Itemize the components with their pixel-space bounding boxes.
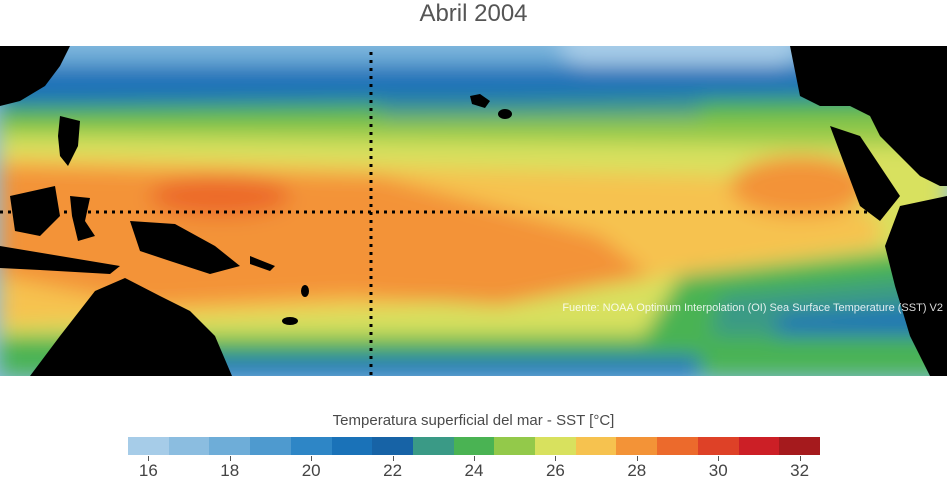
tick-label-28: 28 xyxy=(627,461,647,480)
landmass-australia xyxy=(30,278,232,376)
colorbar-title: Temperatura superficial del mar - SST [°… xyxy=(332,412,615,429)
colorbar-swatch-5 xyxy=(331,437,373,455)
landmass-asia xyxy=(0,46,70,106)
tick-mark-22 xyxy=(392,456,394,461)
colorbar-swatch-16 xyxy=(779,437,820,455)
tick-mark-18 xyxy=(229,456,231,461)
tick-label-30: 30 xyxy=(708,461,728,480)
tick-mark-28 xyxy=(636,456,638,461)
reference-lines xyxy=(0,52,880,376)
landmass-solomon xyxy=(250,256,275,271)
tick-label-24: 24 xyxy=(464,461,484,480)
landmass-sumatra-java xyxy=(0,246,120,274)
colorbar-swatch-1 xyxy=(168,437,210,455)
tick-label-20: 20 xyxy=(301,461,321,480)
colorbar-swatch-15 xyxy=(738,437,780,455)
landmass-borneo xyxy=(10,186,60,236)
tick-label-32: 32 xyxy=(790,461,810,480)
colorbar-swatch-13 xyxy=(657,437,698,455)
colorbar-ticks: 16 18 20 22 24 26 28 30 32 xyxy=(0,456,947,480)
colorbar-swatch-11 xyxy=(575,437,617,455)
land-masses xyxy=(0,46,947,376)
landmass-sulawesi xyxy=(70,196,95,241)
colorbar-swatch-4 xyxy=(290,437,332,455)
tick-mark-20 xyxy=(311,456,313,461)
tick-mark-30 xyxy=(718,456,720,461)
colorbar xyxy=(128,437,820,455)
colorbar-swatch-0 xyxy=(128,437,169,455)
landmass-philippines xyxy=(58,116,80,166)
tick-mark-32 xyxy=(799,456,801,461)
tick-mark-26 xyxy=(555,456,557,461)
colorbar-swatch-6 xyxy=(372,437,413,455)
colorbar-swatch-3 xyxy=(250,437,291,455)
landmass-new-guinea xyxy=(130,221,240,274)
source-credit: Fuente: NOAA Optimum Interpolation (OI) … xyxy=(562,302,943,314)
landmass-hawaii xyxy=(470,94,490,108)
tick-mark-24 xyxy=(474,456,475,461)
sst-map-svg xyxy=(0,46,947,376)
colorbar-swatch-10 xyxy=(535,437,576,455)
tick-label-22: 22 xyxy=(383,461,403,480)
landmass-central-america xyxy=(790,46,947,186)
colorbar-swatch-7 xyxy=(412,437,454,455)
colorbar-swatch-8 xyxy=(453,437,495,455)
tick-label-26: 26 xyxy=(545,461,565,480)
colorbar-swatch-12 xyxy=(616,437,658,455)
chart-title: Abril 2004 xyxy=(419,0,528,27)
tick-label-16: 16 xyxy=(138,461,158,480)
sst-field xyxy=(0,46,947,376)
landmass-south-america xyxy=(885,196,947,376)
colorbar-swatch-9 xyxy=(494,437,536,455)
tick-mark-16 xyxy=(148,456,150,461)
colorbar-swatch-14 xyxy=(697,437,739,455)
colorbar-swatch-2 xyxy=(209,437,251,455)
tick-label-18: 18 xyxy=(220,461,240,480)
sst-map xyxy=(0,46,947,376)
